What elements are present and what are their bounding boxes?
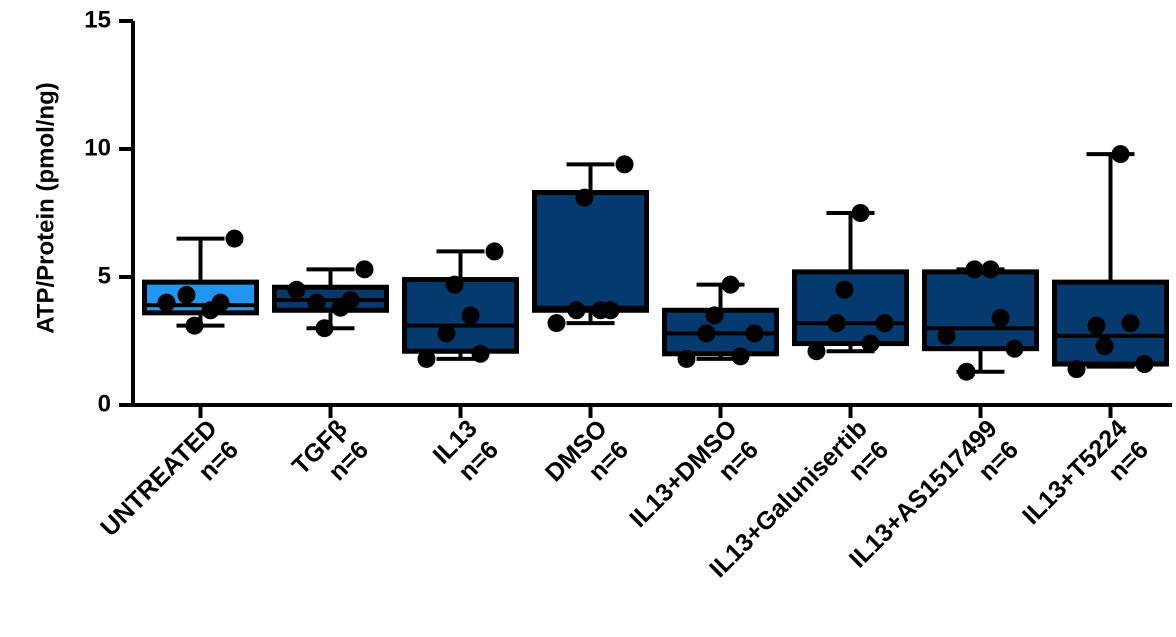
box-group bbox=[532, 162, 649, 326]
data-point bbox=[341, 291, 360, 310]
data-point bbox=[697, 324, 716, 343]
data-point bbox=[991, 308, 1010, 327]
data-point bbox=[965, 260, 984, 279]
data-point bbox=[287, 280, 306, 299]
data-point bbox=[445, 275, 464, 294]
data-point bbox=[485, 242, 504, 261]
data-point bbox=[1121, 314, 1140, 333]
data-point bbox=[705, 306, 724, 325]
data-point bbox=[1005, 339, 1024, 358]
box bbox=[792, 269, 909, 347]
data-point bbox=[547, 314, 566, 333]
data-point bbox=[315, 319, 334, 338]
category-label: UNTREATEDn=6 bbox=[95, 414, 244, 563]
data-point bbox=[225, 229, 244, 248]
data-point bbox=[677, 349, 696, 368]
data-point bbox=[1095, 337, 1114, 356]
data-point bbox=[1111, 145, 1130, 164]
data-point bbox=[1135, 355, 1154, 374]
y-axis-label: ATP/Protein (pmol/ng) bbox=[32, 82, 59, 334]
data-point bbox=[355, 260, 374, 279]
category-labels: UNTREATEDn=6 TGFβn=6 IL13n=6 DMSOn=6IL13+DM… bbox=[95, 414, 1154, 583]
y-tick-label: 15 bbox=[84, 6, 111, 33]
boxes-layer bbox=[142, 152, 1169, 374]
data-point bbox=[575, 188, 594, 207]
points-layer bbox=[157, 145, 1154, 381]
category-label: TGFβn=6 bbox=[287, 414, 374, 501]
data-point bbox=[827, 314, 846, 333]
data-point bbox=[185, 316, 204, 335]
box-group bbox=[142, 236, 259, 328]
category-label: IL13+T5224n=6 bbox=[1017, 414, 1154, 551]
category-label: DMSOn=6 bbox=[540, 414, 634, 508]
data-point bbox=[957, 362, 976, 381]
data-point bbox=[981, 260, 1000, 279]
box-group bbox=[1052, 152, 1169, 369]
data-point bbox=[1067, 360, 1086, 379]
data-point bbox=[211, 293, 230, 312]
box-group bbox=[792, 211, 909, 354]
data-point bbox=[601, 301, 620, 320]
data-point bbox=[731, 347, 750, 366]
data-point bbox=[851, 204, 870, 222]
box-group bbox=[272, 267, 389, 331]
data-point bbox=[861, 334, 880, 353]
data-point bbox=[461, 306, 480, 325]
data-point bbox=[471, 344, 490, 363]
data-point bbox=[417, 349, 436, 368]
data-point bbox=[835, 280, 854, 299]
data-point bbox=[615, 155, 634, 174]
data-point bbox=[745, 324, 764, 343]
data-point bbox=[807, 342, 826, 361]
x-axis bbox=[131, 403, 1172, 418]
y-tick-label: 5 bbox=[98, 262, 111, 289]
data-point bbox=[721, 275, 740, 294]
data-point bbox=[157, 293, 176, 312]
data-point bbox=[177, 285, 196, 304]
data-point bbox=[1087, 316, 1106, 335]
box-group bbox=[402, 249, 519, 361]
y-tick-label: 0 bbox=[98, 390, 111, 417]
data-point bbox=[567, 301, 586, 320]
data-point bbox=[937, 326, 956, 345]
box-group bbox=[922, 267, 1039, 374]
y-axis: 0 5 10 15 bbox=[84, 6, 135, 417]
box bbox=[532, 190, 649, 313]
data-point bbox=[875, 314, 894, 333]
data-point bbox=[437, 324, 456, 343]
y-tick-label: 10 bbox=[84, 134, 111, 161]
category-label: IL13n=6 bbox=[428, 414, 504, 490]
data-point bbox=[307, 293, 326, 312]
